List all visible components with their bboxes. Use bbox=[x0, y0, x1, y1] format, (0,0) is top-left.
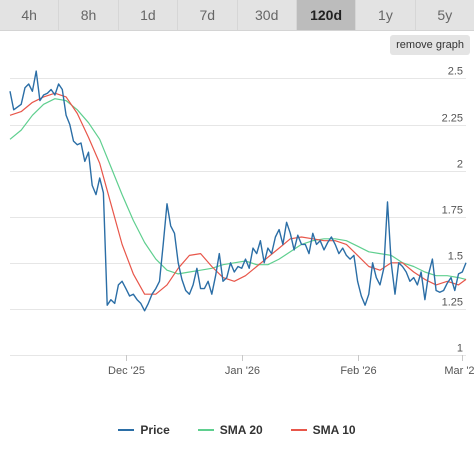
y-axis: 1 1.25 1.5 1.75 2 2.25 2.5 bbox=[442, 66, 463, 355]
legend-swatch-sma10 bbox=[290, 429, 307, 431]
series-line-sma10 bbox=[9, 92, 467, 295]
x-tick-label: Feb '26 bbox=[340, 365, 376, 377]
series-line-sma20 bbox=[9, 98, 467, 280]
price-chart: Dec '25 Jan '26 Feb '26 Mar '26 1 1.25 1.5 1.7… bbox=[9, 66, 474, 377]
legend: Price SMA 20 SMA 10 bbox=[0, 420, 474, 440]
tab-8h[interactable]: 8h bbox=[59, 0, 119, 30]
series-line-price bbox=[9, 70, 467, 312]
x-tick-label: Dec '25 bbox=[108, 365, 145, 377]
y-tick-label: 1.25 bbox=[442, 297, 463, 309]
tab-1d[interactable]: 1d bbox=[119, 0, 179, 30]
y-tick-label: 2.5 bbox=[448, 66, 463, 78]
tab-1y[interactable]: 1y bbox=[356, 0, 416, 30]
y-tick-label: 1.75 bbox=[442, 205, 463, 217]
timeframe-tabbar: 4h 8h 1d 7d 30d 120d 1y 5y bbox=[0, 0, 474, 31]
legend-swatch-price bbox=[118, 429, 135, 431]
legend-item-sma10[interactable]: SMA 10 bbox=[290, 423, 356, 437]
y-tick-label: 1.5 bbox=[448, 251, 463, 263]
remove-graph-button[interactable]: remove graph bbox=[390, 35, 470, 55]
y-tick-label: 1 bbox=[457, 343, 463, 355]
legend-label-price: Price bbox=[140, 423, 170, 437]
series-lines bbox=[9, 70, 467, 312]
tab-4h[interactable]: 4h bbox=[0, 0, 60, 30]
x-tick-label: Jan '26 bbox=[225, 365, 260, 377]
grid-lines bbox=[10, 78, 466, 356]
x-tick-label: Mar '26 bbox=[444, 365, 474, 377]
legend-item-price[interactable]: Price bbox=[118, 423, 170, 437]
tab-30d[interactable]: 30d bbox=[238, 0, 297, 30]
y-tick-label: 2 bbox=[457, 159, 463, 171]
legend-item-sma20[interactable]: SMA 20 bbox=[197, 423, 263, 437]
legend-label-sma20: SMA 20 bbox=[219, 423, 263, 437]
y-tick-label: 2.25 bbox=[442, 113, 463, 125]
tab-5y[interactable]: 5y bbox=[437, 7, 453, 23]
legend-label-sma10: SMA 10 bbox=[312, 423, 356, 437]
legend-swatch-sma20 bbox=[197, 429, 214, 431]
tab-120d[interactable]: 120d bbox=[296, 0, 357, 30]
tab-7d[interactable]: 7d bbox=[178, 0, 238, 30]
x-axis: Dec '25 Jan '26 Feb '26 Mar '26 bbox=[108, 355, 474, 377]
